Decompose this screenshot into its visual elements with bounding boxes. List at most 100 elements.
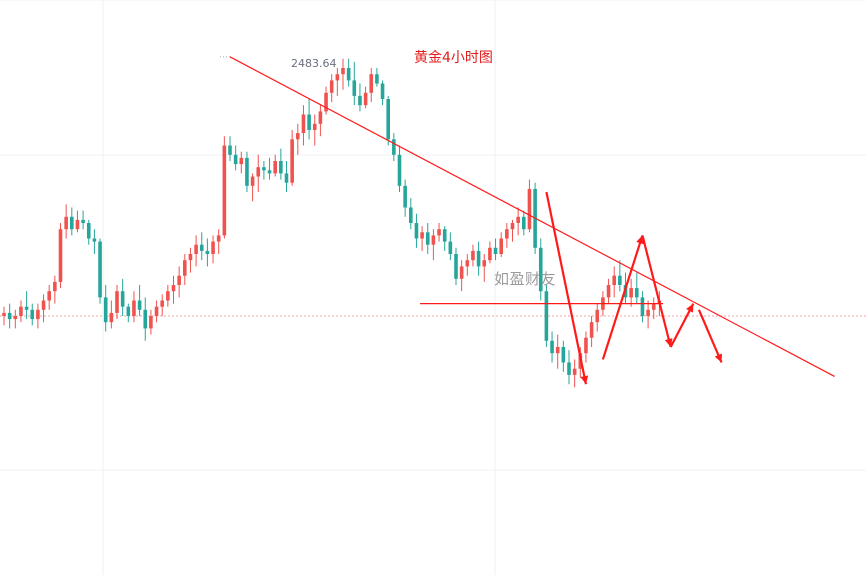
candle-body (103, 297, 108, 323)
trend-arrow-head (636, 235, 644, 245)
candle-body (572, 368, 577, 375)
candle-body (98, 241, 102, 298)
candle-body (375, 74, 379, 84)
candle-body (312, 123, 317, 130)
candle-body (267, 170, 272, 174)
peak-price-label: 2483.64 (291, 57, 337, 70)
candle-body (228, 145, 232, 155)
candle-body (126, 306, 131, 316)
trend-arrow-head (686, 303, 694, 313)
candle-body (527, 188, 532, 230)
candle-body (36, 309, 40, 320)
candle-body (538, 247, 543, 292)
candle-body (120, 291, 125, 307)
candle-body (618, 275, 622, 285)
candle-body (459, 266, 464, 279)
candle-body (245, 157, 249, 186)
candle-body (86, 223, 91, 239)
candle-body (335, 74, 340, 81)
candle-body (589, 322, 594, 338)
candle-body (211, 241, 215, 254)
candle-body (13, 316, 18, 320)
candle-body (166, 291, 170, 301)
candle-body (612, 275, 616, 285)
candle-body (482, 260, 487, 267)
candle-body (397, 154, 402, 186)
candle-body (273, 161, 277, 174)
candle-body (24, 306, 29, 310)
candle-body (307, 114, 311, 130)
candle-body (7, 312, 12, 320)
candle-body (584, 337, 588, 354)
candle-body (41, 300, 46, 310)
candle-body (199, 244, 204, 251)
candle-body (160, 300, 164, 307)
candle-body (555, 347, 560, 354)
candle-body (493, 247, 498, 254)
candles (2, 58, 662, 388)
candle-body (454, 254, 458, 279)
candle-body (143, 309, 148, 329)
candle-body (386, 99, 390, 140)
candle-body (109, 312, 114, 323)
candle-body (53, 281, 57, 292)
candle-body (262, 167, 266, 171)
candle-body (403, 185, 407, 208)
candle-body (132, 300, 136, 316)
candle-body (522, 216, 526, 230)
candle-body (318, 111, 323, 124)
candle-body (646, 309, 650, 316)
candle-body (369, 74, 374, 93)
candle-body (296, 133, 300, 140)
candle-body (188, 254, 193, 261)
trend-arrow-head (580, 375, 589, 385)
candle-body (420, 232, 424, 239)
candle-body (216, 235, 221, 242)
candle-body (239, 157, 244, 165)
candle-body (561, 347, 566, 363)
candle-body (301, 114, 306, 134)
candle-body (629, 288, 633, 298)
candle-body (352, 80, 357, 96)
candle-body (358, 95, 362, 106)
candle-body (409, 207, 413, 223)
annotations (220, 56, 835, 385)
candle-body (425, 232, 430, 245)
candle-body (222, 145, 227, 236)
candle-body (75, 219, 80, 230)
candle-body (544, 291, 549, 341)
candle-body (284, 173, 289, 183)
candle-body (115, 291, 119, 313)
candle-body (567, 362, 571, 375)
candle-body (149, 316, 153, 329)
candle-body (437, 229, 441, 236)
candle-body (414, 223, 419, 239)
candle-body (177, 275, 181, 285)
candle-body (363, 92, 368, 106)
candle-body (651, 303, 656, 310)
candle-body (324, 92, 328, 112)
candle-body (431, 235, 436, 245)
candle-body (488, 247, 492, 261)
candle-body (183, 260, 187, 276)
candle-body (47, 291, 51, 301)
candle-body (81, 219, 85, 223)
candle-body (64, 216, 68, 230)
trend-arrow-shaft (669, 303, 695, 348)
candle-body (476, 250, 481, 267)
candle-body (290, 139, 294, 183)
candle-body (516, 216, 520, 223)
candle-body (329, 80, 334, 93)
candle-body (510, 223, 515, 230)
candle-body (92, 238, 97, 242)
candle-body (205, 250, 210, 254)
candle-body (499, 238, 503, 254)
trend-arrow-shaft (601, 235, 644, 360)
candle-body (595, 309, 600, 323)
candle-body (465, 260, 470, 267)
candle-body (442, 229, 447, 242)
candle-body (250, 176, 255, 186)
